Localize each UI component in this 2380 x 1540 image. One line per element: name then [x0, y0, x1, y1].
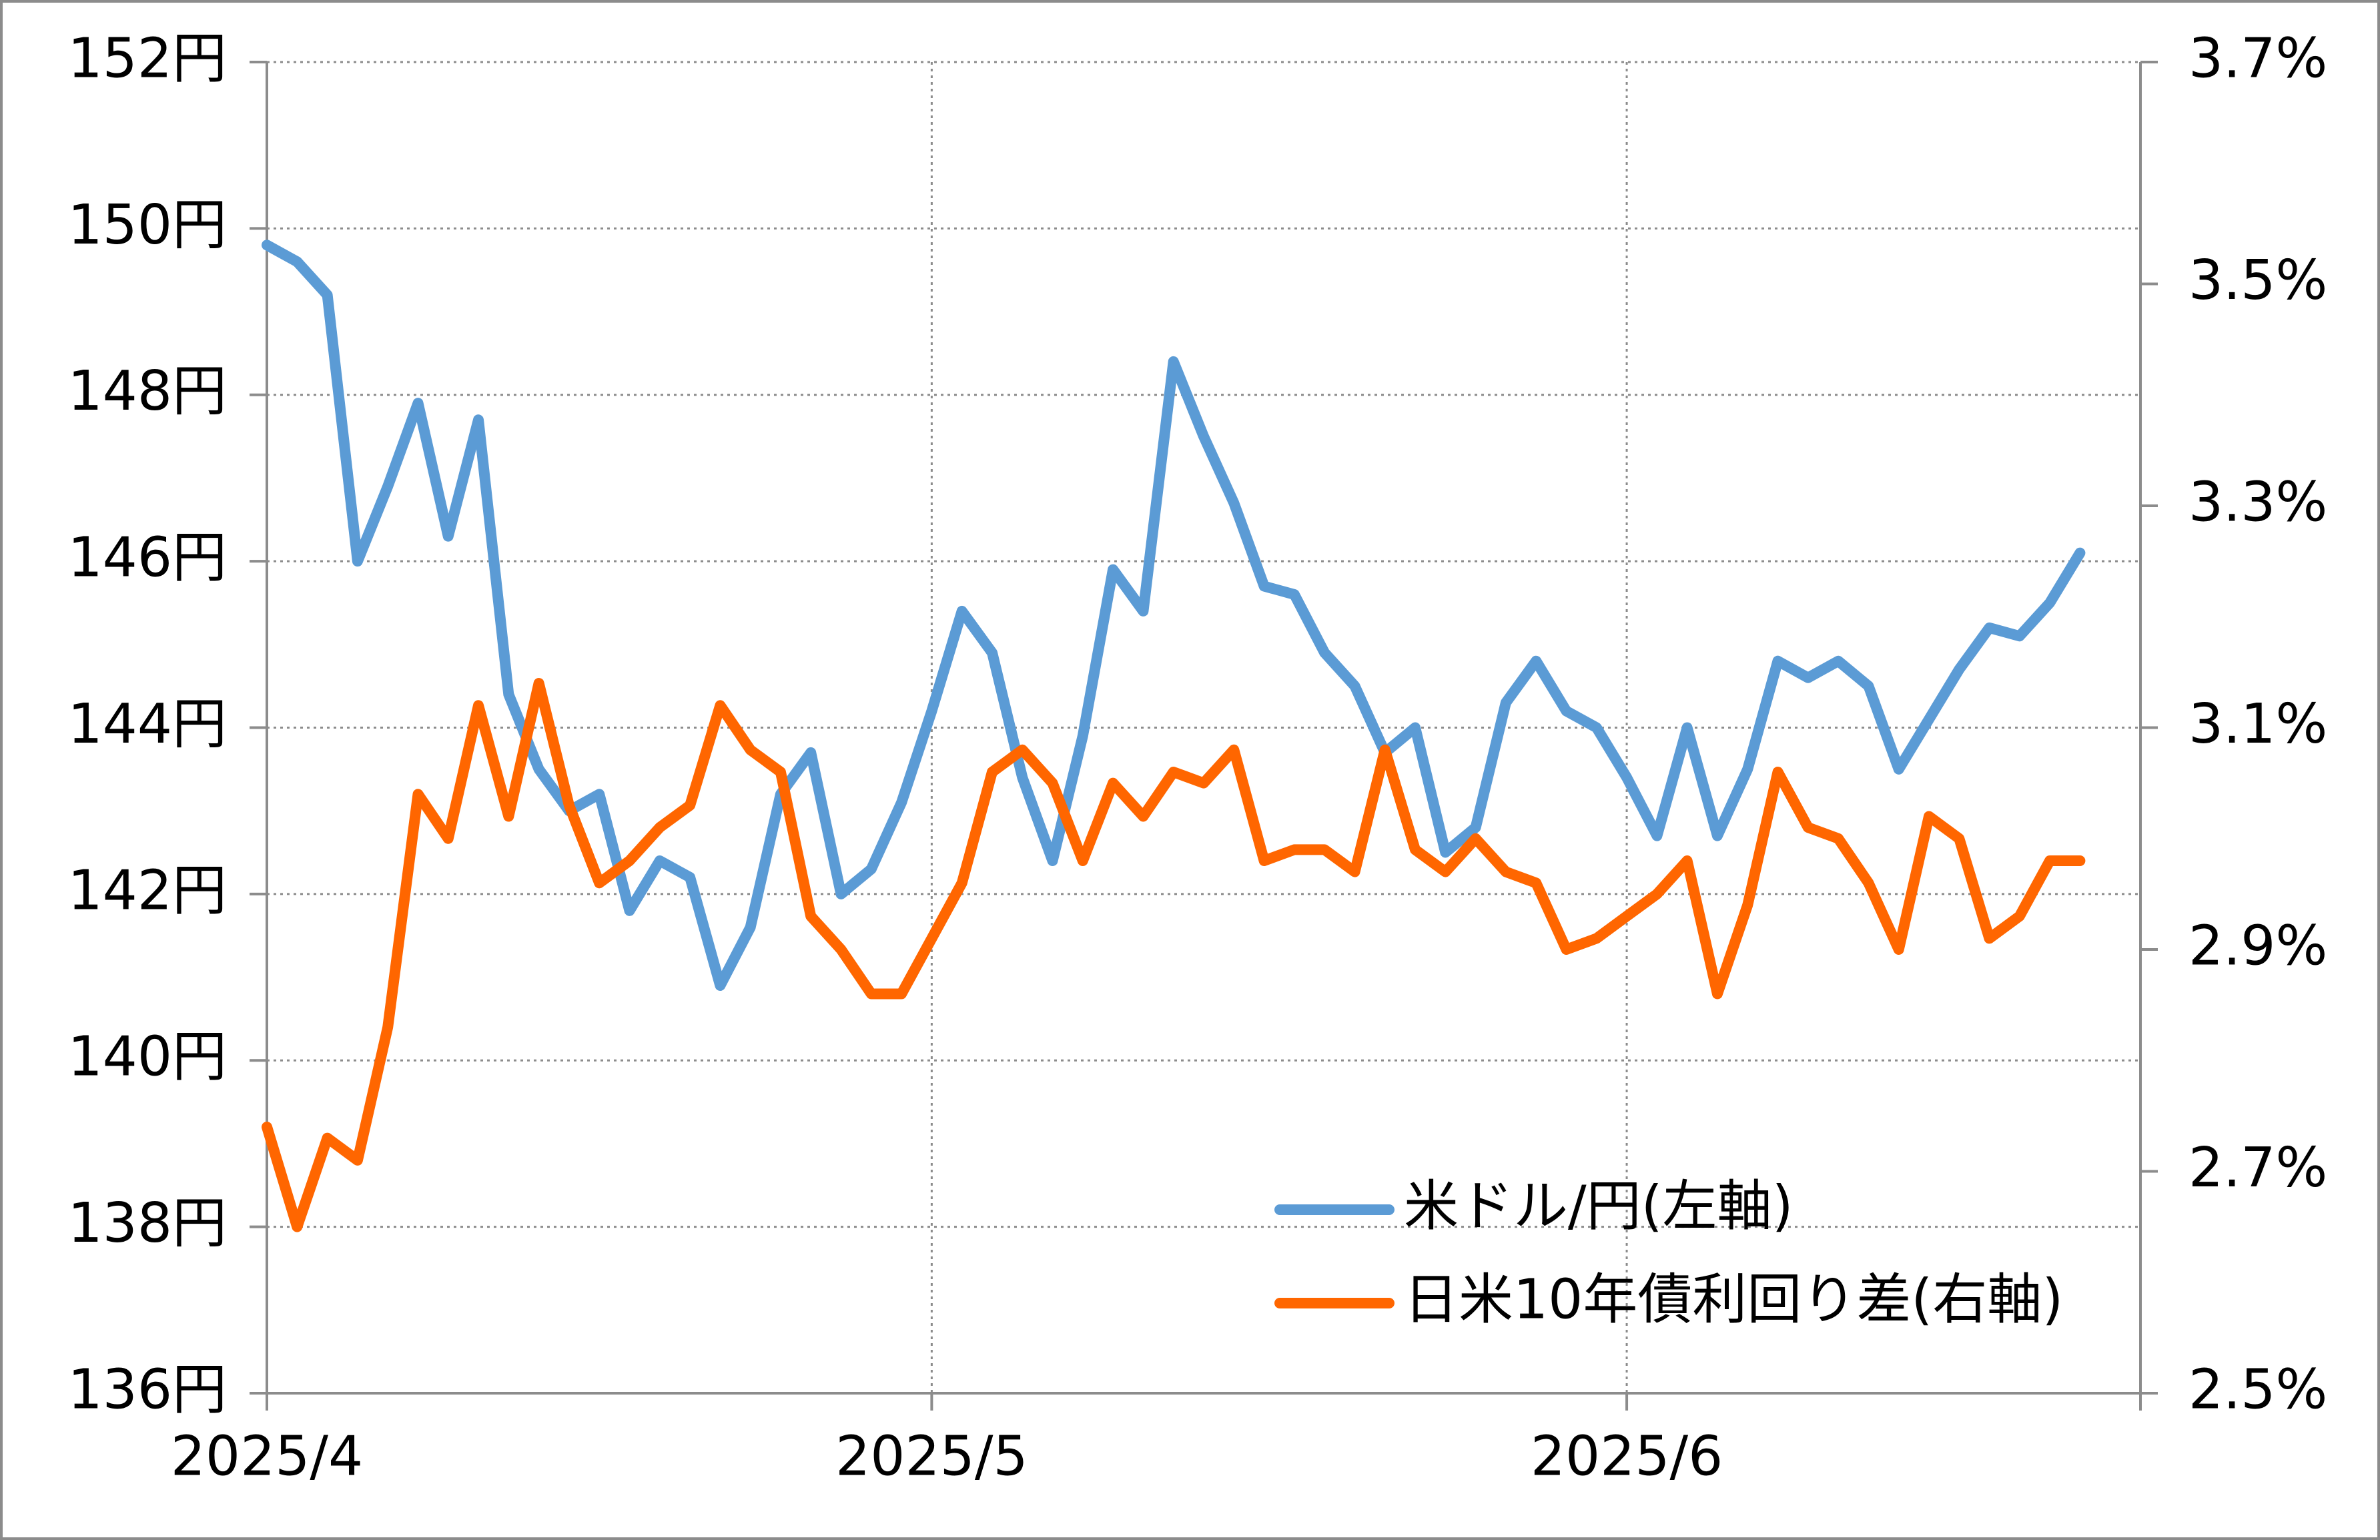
y-tick-label: 142円 [67, 859, 227, 922]
x-tick-label: 2025/5 [835, 1425, 1028, 1488]
y2-tick-label: 3.5% [2189, 249, 2327, 312]
y2-tick-label: 3.3% [2189, 470, 2327, 534]
y-tick-label: 150円 [67, 194, 227, 257]
y2-tick-label: 2.5% [2189, 1358, 2327, 1421]
y-tick-label: 138円 [67, 1192, 227, 1255]
x-tick-label: 2025/4 [171, 1425, 363, 1488]
y-tick-label: 136円 [67, 1358, 227, 1421]
y2-tick-label: 2.7% [2189, 1136, 2327, 1200]
y-tick-label: 152円 [67, 27, 227, 90]
x-tick-label: 2025/6 [1531, 1425, 1723, 1488]
y-tick-label: 140円 [67, 1026, 227, 1089]
y2-tick-label: 2.9% [2189, 914, 2327, 978]
y-tick-label: 144円 [67, 693, 227, 756]
series-line [262, 678, 2086, 1232]
y2-tick-label: 3.1% [2189, 693, 2327, 756]
legend-label: 日米10年債利回り差(右軸) [1404, 1268, 2063, 1331]
y-tick-label: 148円 [67, 360, 227, 423]
y-tick-label: 146円 [67, 526, 227, 590]
legend-label: 米ドル/円(左軸) [1404, 1174, 1794, 1238]
y2-tick-label: 3.7% [2189, 27, 2327, 90]
